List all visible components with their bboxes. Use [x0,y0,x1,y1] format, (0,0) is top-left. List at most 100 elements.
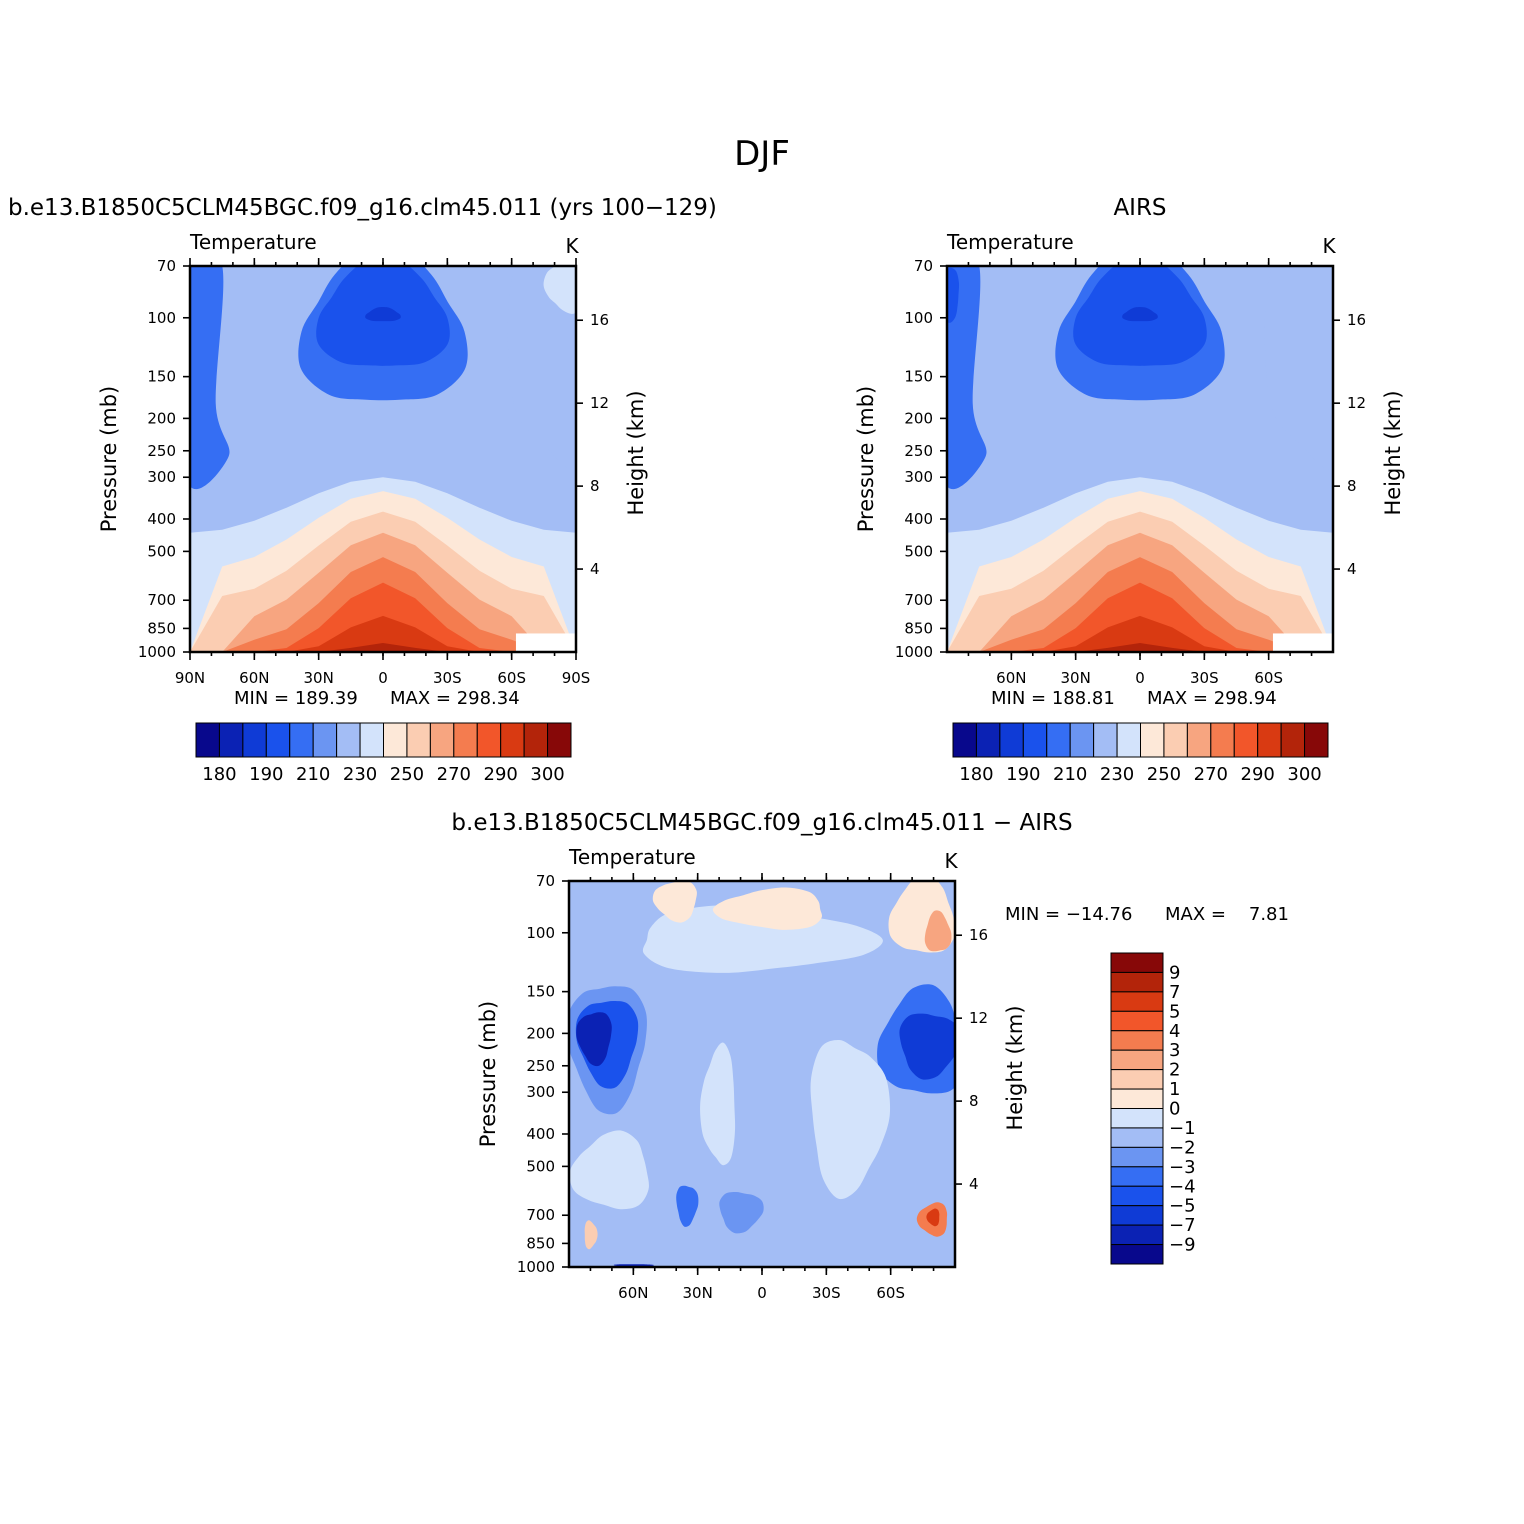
x-tick-label: 0 [1135,669,1145,687]
colorbar-swatch [1110,1244,1164,1265]
y-right-tick-label: 8 [590,477,600,495]
colorbar-swatch [1110,1030,1164,1051]
y-tick-label: 400 [526,1125,555,1143]
colorbar-swatch [523,722,549,758]
subtitle-right: K [944,849,958,873]
min-value: MIN = −14.76 [1005,904,1132,925]
diff-tropical-warm [712,887,823,930]
colorbar-label: −1 [1169,1118,1196,1139]
x-tick-label: 30S [1190,669,1219,687]
colorbar-label: 290 [484,764,518,785]
summer-pole-band [507,266,576,470]
colorbar-swatch [1110,1205,1164,1226]
colorbar-label: 4 [1169,1021,1180,1042]
y-tick-label: 850 [904,619,933,637]
x-tick-label: 60N [618,1284,648,1302]
colorbar-swatch [952,722,977,758]
colorbar-label: 300 [530,764,564,785]
panel-title: AIRS [1113,195,1166,221]
colorbar-swatch [1110,971,1164,993]
missing-data [1272,633,1333,652]
min-value: MIN = 189.39 [234,688,358,709]
x-tick-label: 30N [683,1284,713,1302]
colorbar-label: 1 [1169,1079,1180,1100]
y-tick-label: 150 [147,368,176,386]
colorbar-swatch [1163,722,1188,758]
colorbar-swatch [1046,722,1071,758]
y-tick-label: 400 [147,510,176,528]
max-value: MAX = 298.34 [390,688,520,709]
min-value: MIN = 188.81 [991,688,1115,709]
y-tick-label: 100 [904,309,933,327]
colorbar-label: −4 [1169,1176,1196,1197]
subtitle-right: K [565,234,579,258]
colorbar-swatch [1069,722,1095,758]
y-right-axis-label: Height (km) [1003,1005,1027,1130]
y-tick-label: 300 [526,1083,555,1101]
colorbar-swatch [1110,1224,1164,1246]
y-tick-label: 200 [904,409,933,427]
y-right-tick-label: 8 [1347,477,1357,495]
colorbar-swatch [999,722,1024,758]
y-tick-label: 1000 [517,1258,555,1276]
colorbar-swatch [453,722,478,758]
y-right-tick-label: 16 [590,311,609,329]
colorbar-swatch [1110,1088,1164,1109]
x-tick-label: 60S [1254,669,1283,687]
diff-low-light [569,1130,649,1210]
y-tick-label: 250 [904,442,933,460]
colorbar-swatch [1110,1069,1164,1090]
y-tick-label: 400 [904,510,933,528]
colorbar-label: 180 [959,764,993,785]
colorbar-label: 210 [1053,764,1087,785]
y-tick-label: 500 [904,542,933,560]
x-tick-label: 30S [433,669,462,687]
subtitle-left: Temperature [189,230,317,254]
colorbar-label: 250 [1147,764,1181,785]
y-right-tick-label: 4 [1347,560,1357,578]
colorbar-swatch [1022,722,1048,758]
y-right-axis-label: Height (km) [624,390,648,515]
subtitle-right: K [1322,234,1336,258]
y-tick-label: 300 [904,468,933,486]
y-right-tick-label: 4 [590,560,600,578]
panel-difference: b.e13.B1850C5CLM45BGC.f09_g16.clm45.011 … [451,810,1289,1302]
colorbar-swatch [476,722,502,758]
colorbar-label: 7 [1169,982,1180,1003]
x-tick-label: 30S [812,1284,841,1302]
contour-field [947,266,1333,652]
colorbar-label: −3 [1169,1157,1196,1178]
colorbar-label: 250 [390,764,424,785]
x-tick-label: 60N [996,669,1026,687]
winter-pole-core [947,267,960,323]
y-axis-label: Pressure (mb) [97,386,121,533]
colorbar-swatch [1110,1146,1164,1168]
colorbar-swatch [1304,722,1329,758]
y-tick-label: 150 [904,368,933,386]
colorbar-label: 9 [1169,962,1180,983]
colorbar-swatch [406,722,431,758]
x-tick-label: 60S [497,669,526,687]
y-tick-label: 1000 [895,643,933,661]
y-tick-label: 850 [147,619,176,637]
y-right-tick-label: 4 [969,1175,979,1193]
colorbar-swatch [1233,722,1259,758]
missing-data [515,633,576,652]
x-tick-label: 0 [378,669,388,687]
colorbar-label: 300 [1287,764,1321,785]
colorbar-label: 290 [1241,764,1275,785]
subtitle-left: Temperature [946,230,1074,254]
colorbar-label: 5 [1169,1001,1180,1022]
colorbar-swatch [195,722,220,758]
colorbar-label: 0 [1169,1099,1180,1120]
colorbar-label: 230 [1100,764,1134,785]
colorbar-label: 190 [1006,764,1040,785]
y-tick-label: 70 [536,872,555,890]
y-tick-label: 100 [526,924,555,942]
y-axis-label: Pressure (mb) [476,1001,500,1148]
y-axis-label: Pressure (mb) [854,386,878,533]
summer-pole-warm [543,266,576,314]
contour-band-7 [190,643,576,652]
x-tick-label: 0 [757,1284,767,1302]
